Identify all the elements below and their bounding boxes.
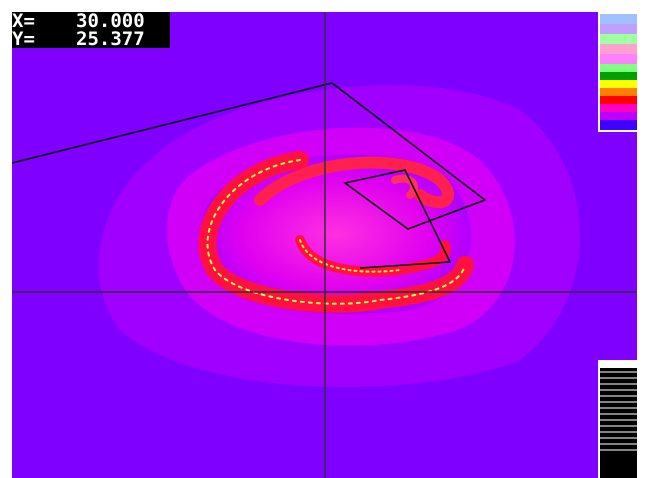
color-palette (598, 12, 637, 132)
y-value: 25.377 (76, 28, 145, 50)
y-label: Y= (12, 28, 35, 50)
plot-window: X= 30.000 Y= 25.377 (0, 0, 647, 478)
gray-scale (598, 360, 637, 478)
page: X= 30.000 Y= 25.377 (() => { const data … (0, 0, 647, 478)
